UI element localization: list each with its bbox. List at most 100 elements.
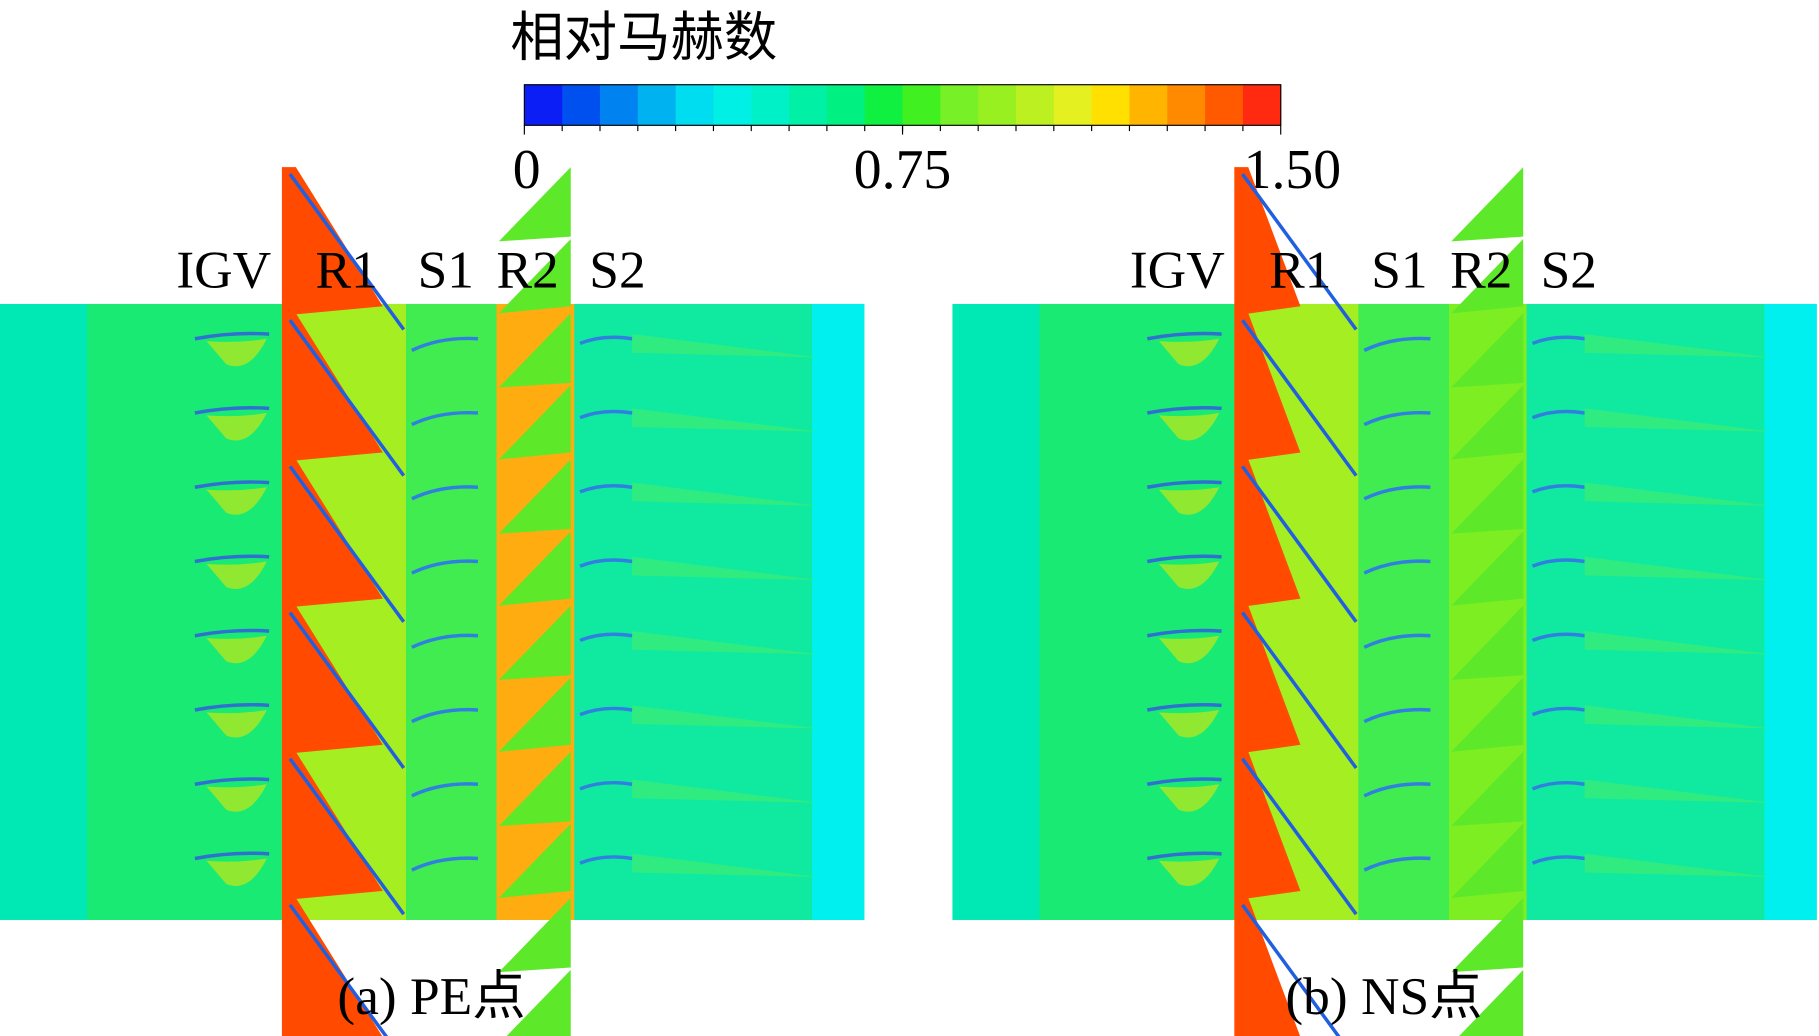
r2-region — [1451, 313, 1524, 388]
colorbar-segment — [1091, 84, 1131, 126]
colorbar-segment — [1167, 84, 1206, 126]
colorbar-segment — [789, 84, 828, 126]
colorbar-segment — [599, 84, 639, 126]
s2-blade — [579, 335, 633, 346]
s1-blade — [411, 559, 479, 575]
colorbar-tick-label: 0 — [513, 139, 541, 201]
igv-wake — [1158, 635, 1220, 664]
r1-blade — [288, 611, 406, 770]
s1-field — [1358, 303, 1449, 920]
igv-blade — [194, 331, 270, 341]
colorbar-segment — [562, 84, 601, 126]
stage-label: R2 — [497, 240, 559, 300]
colorbar-segment — [864, 84, 904, 126]
r2-region — [1451, 531, 1524, 606]
r1-shock-region — [281, 313, 383, 462]
r1-shock-region — [281, 751, 383, 901]
s1-blade — [1363, 707, 1431, 724]
stage-label: S1 — [1371, 240, 1427, 300]
r1-shock-region — [281, 605, 383, 755]
s1-blade — [1363, 856, 1431, 872]
igv-blade — [1146, 777, 1222, 786]
igv-blade — [1146, 480, 1222, 489]
colorbar-tick-label: 1.50 — [1244, 139, 1341, 201]
r2-region — [1451, 459, 1524, 534]
r2-region — [1451, 751, 1524, 827]
exit-wake — [1584, 779, 1771, 803]
igv-wake — [1158, 561, 1220, 589]
igv-blade — [1146, 331, 1222, 341]
s2-blade — [579, 483, 633, 494]
s1-blade — [1363, 559, 1431, 575]
igv-blade — [1146, 851, 1222, 861]
colorbar-segment — [902, 84, 941, 126]
colorbar-segment — [1129, 84, 1168, 126]
igv-wake — [206, 784, 267, 812]
exit-wake — [632, 705, 818, 729]
outlet-field — [812, 303, 865, 920]
igv-blade — [194, 406, 270, 415]
igv-blade — [194, 554, 270, 564]
r1-shock-region — [1234, 167, 1301, 316]
panel-caption: (a) PE点 — [337, 966, 525, 1026]
colorbar-tick-label: 0.75 — [854, 139, 951, 201]
r1-shock-region — [1234, 605, 1301, 755]
exit-wake — [1584, 482, 1771, 506]
exit-wake — [632, 556, 818, 581]
colorbar-segment — [1242, 84, 1282, 126]
s1-blade — [411, 336, 479, 352]
exit-wake — [1584, 556, 1771, 581]
igv-field — [1039, 303, 1237, 920]
s2-blade — [579, 632, 633, 643]
r1-shock-region — [1234, 313, 1301, 462]
s2-blade — [579, 780, 633, 791]
r1-blade — [1241, 903, 1341, 1036]
r1-blade — [1241, 465, 1358, 623]
exit-wake — [632, 334, 818, 358]
colorbar-title: 相对马赫数 — [510, 8, 777, 68]
igv-blade — [194, 851, 270, 861]
exit-wake — [632, 482, 818, 506]
igv-wake — [206, 487, 267, 515]
igv-blade — [1146, 703, 1222, 712]
panel-caption: (b) NS点 — [1285, 966, 1482, 1026]
r2-region — [498, 239, 571, 314]
igv-wake — [206, 635, 267, 664]
r1-shock-region — [1234, 459, 1301, 608]
igv-blade — [1146, 554, 1222, 564]
s1-blade — [411, 485, 479, 501]
s1-blade — [411, 633, 479, 649]
s2-blade — [579, 409, 633, 420]
r1-shock-region — [281, 459, 383, 608]
exit-wake — [1584, 334, 1771, 358]
stage-label: IGV — [176, 240, 271, 300]
colorbar-segment — [978, 84, 1017, 126]
s1-blade — [1363, 410, 1431, 427]
r1-blade — [1241, 319, 1358, 477]
stage-label: R2 — [1450, 240, 1512, 300]
igv-blade — [194, 703, 270, 712]
stage-label: IGV — [1130, 240, 1225, 300]
exit-wake — [632, 408, 818, 432]
igv-wake — [1158, 784, 1220, 812]
s2-blade — [1531, 335, 1585, 346]
s2-blade — [1531, 855, 1585, 865]
r2-region — [1451, 897, 1524, 973]
colorbar-segment — [826, 84, 866, 126]
igv-wake — [206, 858, 267, 886]
exit-wake — [632, 779, 818, 803]
igv-wake — [206, 413, 267, 441]
s1-blade — [1363, 336, 1431, 352]
s2-blade — [1531, 409, 1585, 420]
igv-wake — [1158, 338, 1220, 367]
colorbar-segment — [637, 84, 677, 126]
outlet-field — [1764, 303, 1817, 920]
stage-label: S1 — [418, 240, 474, 300]
igv-blade — [194, 480, 270, 489]
r1-blade — [288, 903, 389, 1036]
colorbar-segment — [713, 84, 752, 126]
exit-wake — [1584, 705, 1771, 729]
r2-region — [1451, 167, 1524, 242]
igv-wake — [206, 338, 267, 367]
